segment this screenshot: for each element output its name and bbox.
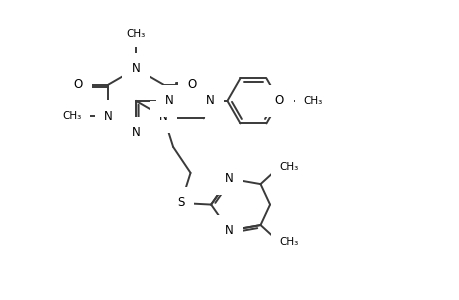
Text: S: S <box>177 196 185 209</box>
Text: N: N <box>159 110 168 123</box>
Text: N: N <box>224 172 233 185</box>
Text: O: O <box>73 78 83 91</box>
Text: CH₃: CH₃ <box>279 238 298 248</box>
Text: N: N <box>224 224 233 237</box>
Text: CH₃: CH₃ <box>126 28 145 39</box>
Text: N: N <box>104 110 112 123</box>
Text: CH₃: CH₃ <box>279 162 298 172</box>
Text: O: O <box>274 94 284 107</box>
Text: CH₃: CH₃ <box>302 96 322 106</box>
Text: N: N <box>131 62 140 75</box>
Text: N: N <box>206 94 214 107</box>
Text: O: O <box>187 78 196 91</box>
Text: CH₃: CH₃ <box>62 111 81 121</box>
Text: N: N <box>131 126 140 139</box>
Text: N: N <box>165 94 174 107</box>
